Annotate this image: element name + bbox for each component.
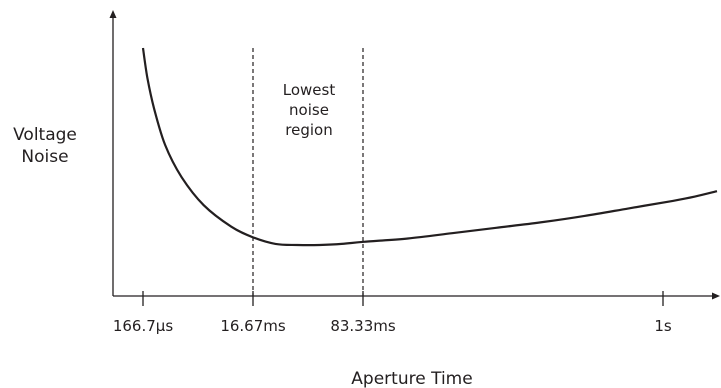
x-tick-label: 166.7µs	[113, 317, 173, 335]
x-tick-label: 83.33ms	[330, 317, 396, 335]
annotation-line: region	[285, 121, 332, 139]
annotation-line: Lowest	[283, 81, 336, 99]
y-axis-arrowhead	[109, 10, 117, 18]
x-tick-label: 1s	[654, 317, 672, 335]
y-axis-title-line: Voltage	[13, 125, 77, 145]
x-tick-label: 16.67ms	[220, 317, 286, 335]
noise-curve-line	[141, 47, 718, 247]
x-axis-arrowhead	[712, 292, 720, 300]
x-axis-title: Aperture Time	[351, 369, 472, 388]
y-axis-title-line: Noise	[21, 147, 68, 167]
annotation-line: noise	[289, 101, 329, 119]
